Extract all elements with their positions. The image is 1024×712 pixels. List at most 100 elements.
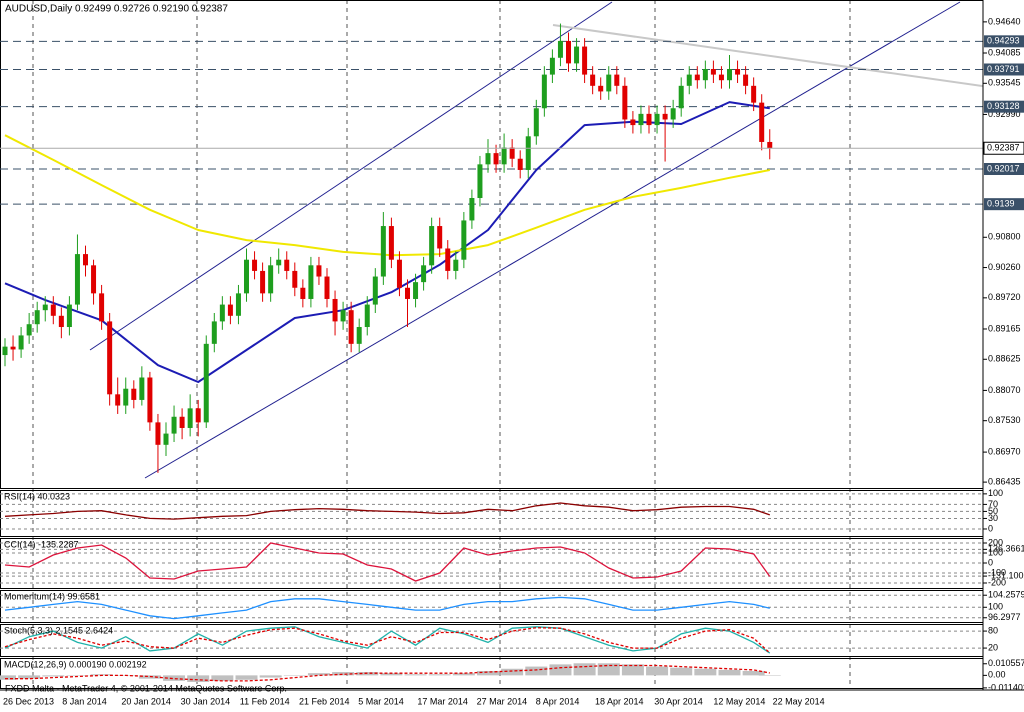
indicator-line — [5, 664, 770, 682]
y-tick-label: 0.86435 — [988, 476, 1021, 486]
candle-body — [622, 85, 628, 120]
candle-body — [686, 74, 692, 86]
indicator-title: RSI(14) 40.0323 — [4, 491, 70, 501]
candle-body — [26, 324, 32, 336]
y-tick-label: 0.90800 — [988, 232, 1021, 242]
candle-body — [50, 304, 56, 316]
x-tick-label: 11 Feb 2014 — [240, 696, 290, 706]
candle-body — [155, 422, 161, 445]
candle-body — [590, 74, 596, 86]
current-price-box — [983, 141, 1024, 155]
x-tick-label: 30 Apr 2014 — [654, 696, 703, 706]
channel-upper — [89, 1, 613, 351]
level-label-box — [984, 198, 1024, 211]
level-label-box — [984, 63, 1024, 76]
macd-bar — [404, 674, 427, 676]
x-tick-label: 17 Mar 2014 — [417, 696, 468, 706]
candle-body — [195, 408, 201, 423]
candle-body — [710, 68, 716, 75]
y-tick-label: 70 — [988, 499, 998, 509]
indicator-line — [4, 627, 771, 654]
candle-body — [469, 198, 475, 221]
candle-body — [582, 46, 588, 75]
level-label: 0.93128 — [987, 101, 1020, 111]
candle-body — [461, 220, 467, 260]
macd-bar — [211, 675, 234, 681]
macd-bar — [163, 675, 186, 681]
candle-body — [751, 85, 757, 103]
candle-body — [598, 85, 604, 92]
macd-bar — [501, 668, 524, 676]
candle-body — [525, 136, 531, 170]
candle-body — [493, 153, 499, 165]
x-tick-label: 20 Jan 2014 — [121, 696, 171, 706]
candle-body — [348, 310, 354, 344]
candle-body — [429, 226, 435, 266]
x-tick-label: 5 Mar 2014 — [358, 696, 404, 706]
level-label: 0.92017 — [987, 163, 1020, 173]
y-tick-label: 0 — [988, 557, 993, 567]
candle-body — [727, 68, 732, 81]
candle-body — [227, 304, 233, 316]
y-tick-label: 0.94640 — [988, 16, 1021, 26]
candle-body — [131, 388, 137, 400]
candle-body — [372, 276, 378, 305]
trendlines — [89, 1, 983, 479]
candle-body — [91, 265, 97, 294]
candle-body — [58, 315, 64, 328]
level-label: 0.93791 — [987, 64, 1020, 74]
indicator-title: Stoch(5,3,3) 2.1545 2.6424 — [4, 625, 113, 635]
y-tick-label: 0.89165 — [988, 323, 1021, 333]
candle-body — [268, 265, 274, 294]
y-tick-label: 80 — [988, 625, 998, 635]
level-label-box — [984, 100, 1024, 113]
y-tick-label: 136.3661 — [988, 544, 1024, 554]
y-tick-label: -100 — [988, 567, 1006, 577]
candle-body — [702, 68, 708, 81]
candle-body — [557, 40, 563, 58]
candle-body — [574, 46, 580, 64]
candle-body — [163, 433, 169, 445]
candle-body — [670, 108, 676, 120]
candle-body — [767, 141, 773, 149]
y-tick-label: 30 — [988, 513, 998, 523]
y-tick-label: 50 — [988, 506, 998, 516]
macd-bar — [597, 663, 620, 676]
candle-body — [364, 304, 370, 328]
x-tick-label: 8 Jan 2014 — [62, 696, 107, 706]
channel-lower — [144, 1, 961, 479]
candle-body — [606, 74, 612, 92]
candle-body — [388, 226, 394, 260]
candle-body — [340, 310, 346, 322]
level-label-box — [984, 163, 1024, 176]
candle-body — [735, 68, 741, 75]
candle-body — [396, 259, 402, 288]
y-tick-label: 0.010557 — [988, 658, 1024, 668]
candle-body — [630, 119, 636, 126]
y-tick-label: 20 — [988, 642, 998, 652]
macd-bar — [694, 668, 717, 676]
y-tick-label: 0.87530 — [988, 415, 1021, 425]
candle-body — [107, 321, 113, 395]
macd-bar — [259, 675, 282, 678]
candle-body — [252, 259, 258, 271]
candle-body — [356, 327, 362, 344]
candle-body — [34, 310, 40, 325]
macd-bar — [235, 675, 258, 680]
indicator-title: MACD(12,26,9) 0.000190 0.002192 — [4, 659, 147, 669]
candle-body — [2, 346, 8, 356]
macd-bar — [621, 664, 644, 676]
y-tick-label: 0.93545 — [988, 78, 1021, 88]
y-tick-label: 0.92990 — [988, 109, 1021, 119]
y-tick-label: 0.00 — [988, 670, 1006, 680]
indicator-line — [4, 542, 771, 582]
y-tick-label: 200 — [988, 537, 1003, 547]
candle-body — [300, 287, 306, 299]
macd-bar — [380, 673, 403, 676]
candle-body — [437, 226, 443, 249]
candle-body — [187, 408, 193, 428]
x-tick-label: 30 Jan 2014 — [181, 696, 231, 706]
macd-bar — [18, 675, 41, 679]
candle-body — [74, 254, 80, 305]
